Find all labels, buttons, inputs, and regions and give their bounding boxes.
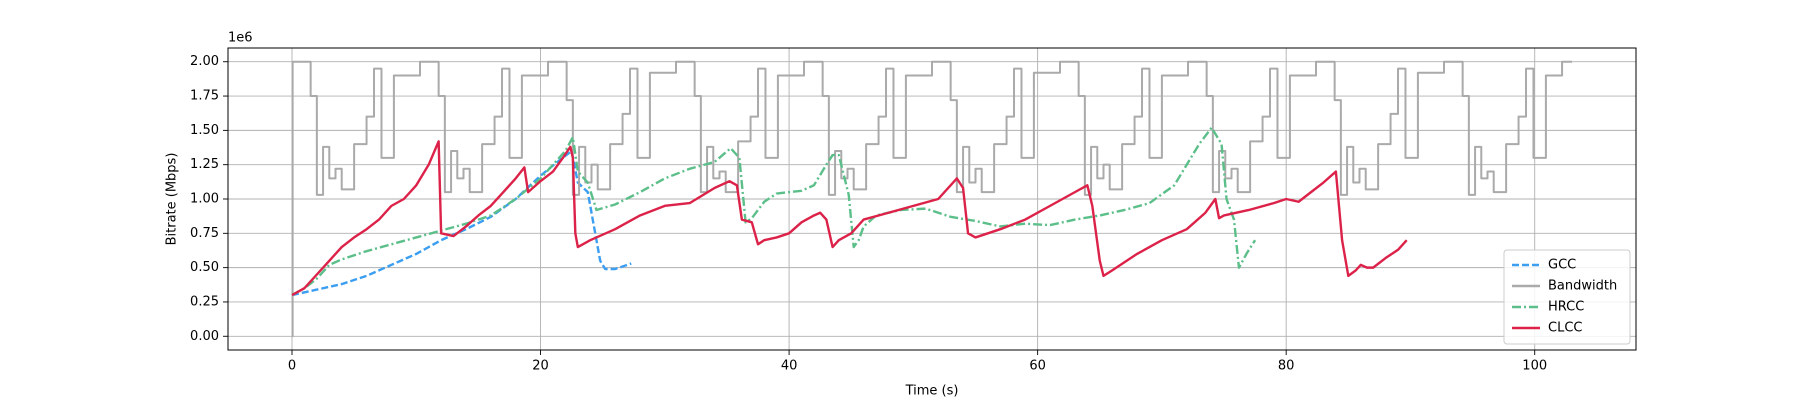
y-tick-label: 1.50 <box>190 123 219 138</box>
legend-label: CLCC <box>1548 321 1582 336</box>
legend-label: GCC <box>1548 258 1576 273</box>
x-axis-label: Time (s) <box>905 384 959 399</box>
x-tick-label: 0 <box>288 359 296 374</box>
line-series <box>291 126 1257 297</box>
y-tick-label: 1.25 <box>190 157 219 172</box>
y-tick-label: 0.25 <box>190 294 219 309</box>
y-tick-label: 0.75 <box>190 226 219 241</box>
lines-layer <box>291 60 1572 338</box>
y-tick-label: 0.00 <box>190 329 219 344</box>
x-tick-label: 100 <box>1522 359 1547 374</box>
x-tick-label: 20 <box>532 359 549 374</box>
y-tick-label: 1.75 <box>190 89 219 104</box>
legend-label: HRCC <box>1548 300 1584 315</box>
x-tick-label: 80 <box>1278 359 1295 374</box>
y-axis-label: Bitrate (Mbps) <box>165 153 180 246</box>
y-tick-label: 2.00 <box>190 54 219 69</box>
line-series <box>291 60 1572 338</box>
x-tick-label: 40 <box>781 359 798 374</box>
line-series <box>291 140 1408 297</box>
x-tick-label: 60 <box>1029 359 1046 374</box>
legend: GCC Bandwidth HRCC CLCC <box>1503 249 1631 345</box>
y-tick-label: 1.00 <box>190 192 219 207</box>
y-offset-label: 1e6 <box>228 31 253 46</box>
y-tick-label: 0.50 <box>190 260 219 275</box>
legend-label: Bandwidth <box>1548 279 1617 294</box>
axes-layer: 0 20 40 60 80 100 0.00 0.25 0.50 0.75 1.00 1.25 1.50… <box>190 54 1547 373</box>
legend-box <box>1503 249 1631 345</box>
